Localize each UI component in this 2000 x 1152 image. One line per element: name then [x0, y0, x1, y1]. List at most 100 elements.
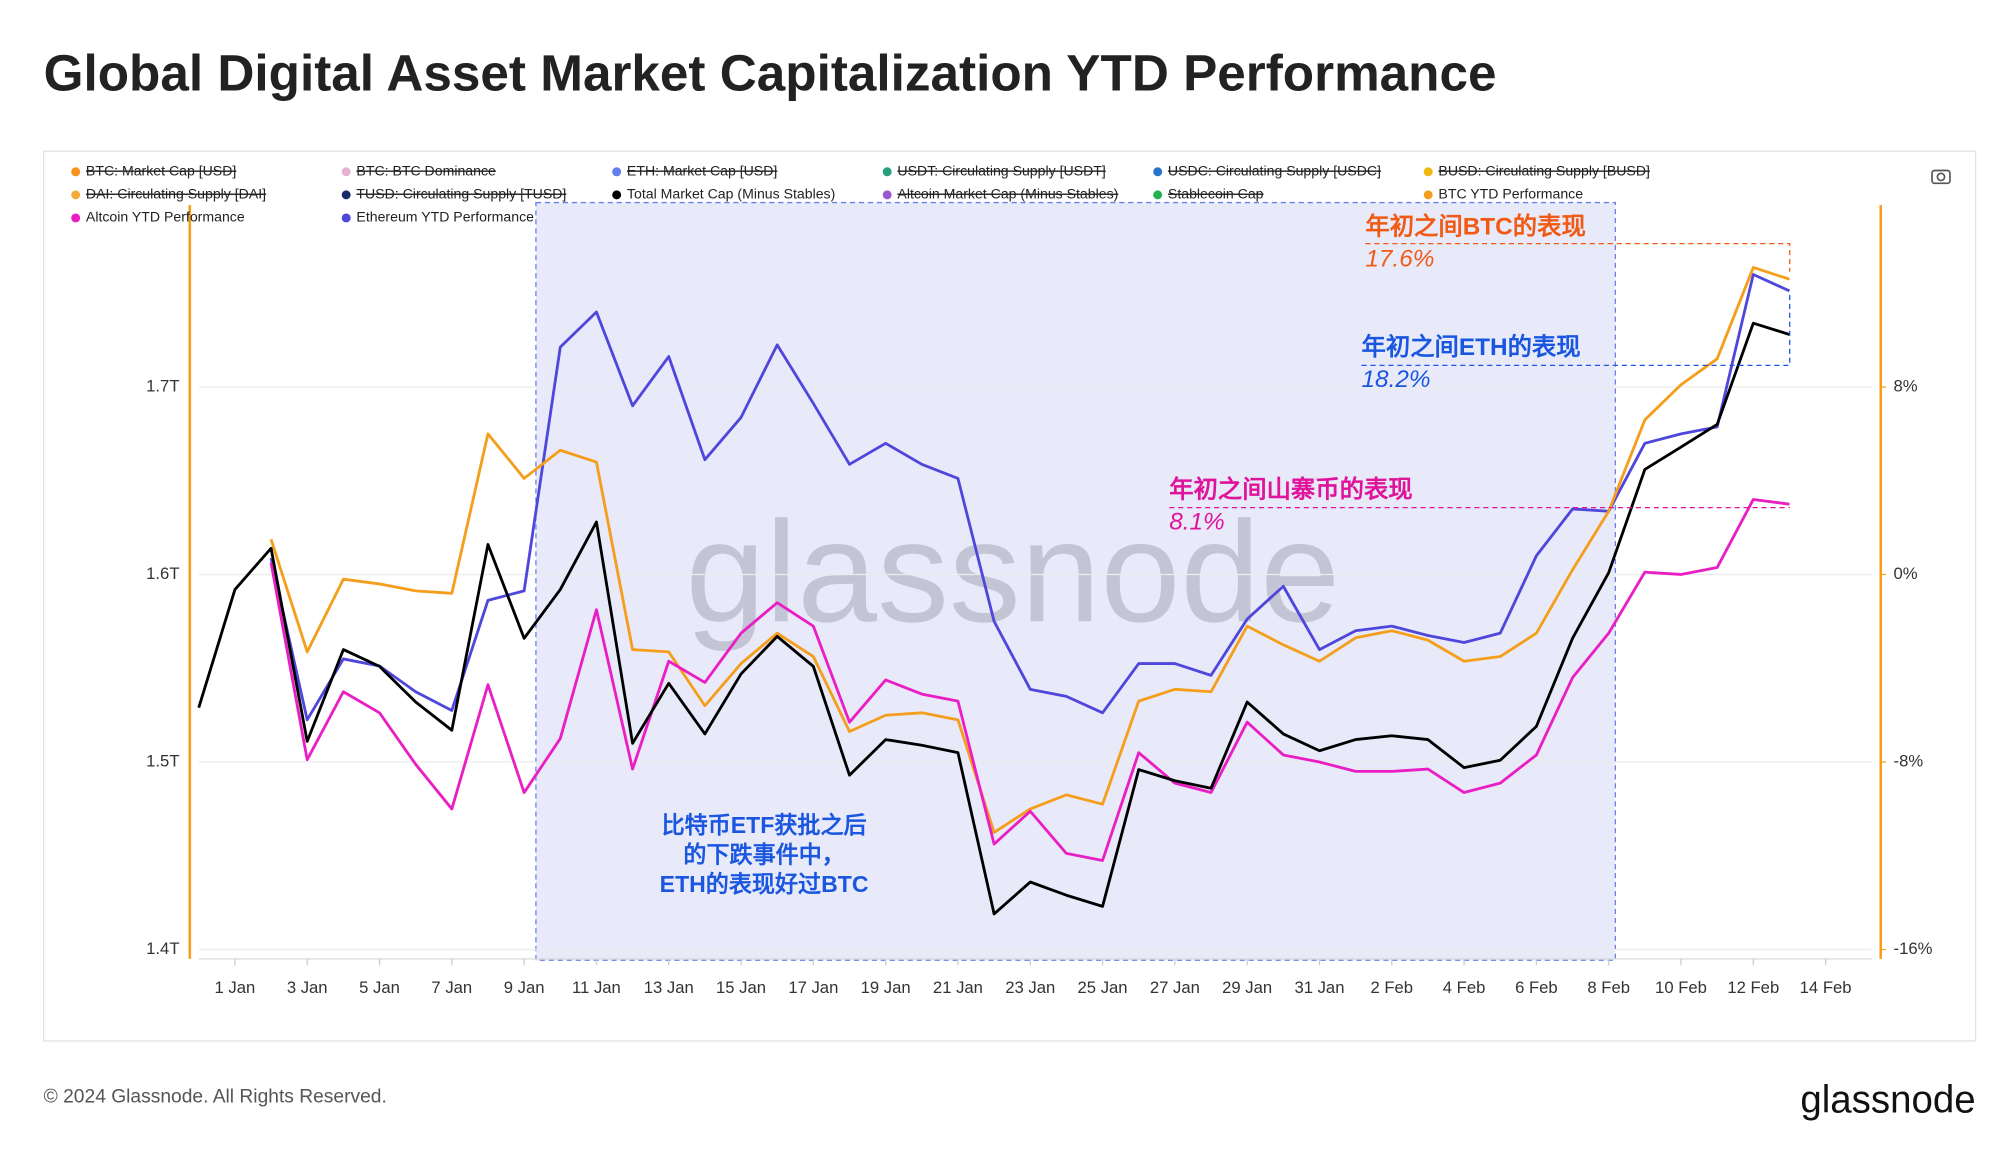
legend-label: BUSD: Circulating Supply [BUSD] — [1438, 163, 1649, 179]
highlight-text: 比特币ETF获批之后 — [662, 812, 867, 838]
legend-swatch — [341, 167, 351, 177]
x-tick-label: 19 Jan — [861, 978, 911, 997]
y2-tick-label: 8% — [1894, 376, 1918, 395]
x-tick-label: 23 Jan — [1005, 978, 1055, 997]
legend-label: USDC: Circulating Supply [USDC] — [1168, 163, 1381, 179]
annotations: 年初之间BTC的表现 17.6% 年初之间ETH的表现 18.2% 年初之间山寨币的表现… — [660, 213, 1791, 897]
watermark: glassnode — [686, 492, 1341, 652]
annotation-value: 18.2% — [1362, 366, 1431, 393]
x-tick-label: 15 Jan — [716, 978, 766, 997]
lines — [197, 266, 1791, 916]
legend-item[interactable]: BTC: BTC Dominance — [341, 163, 496, 179]
legend-label: BTC: BTC Dominance — [356, 163, 496, 179]
x-tick-label: 13 Jan — [644, 978, 694, 997]
legend-swatch — [612, 167, 622, 177]
legend-item[interactable]: USDC: Circulating Supply [USDC] — [1153, 163, 1381, 179]
legend-label: Ethereum YTD Performance — [356, 209, 534, 225]
legend-item[interactable]: BUSD: Circulating Supply [BUSD] — [1423, 163, 1650, 179]
legend-label: DAI: Circulating Supply [DAI] — [86, 186, 266, 202]
annotation-title: 年初之间BTC的表现 — [1365, 213, 1585, 241]
legend-label: ETH: Market Cap [USD] — [627, 163, 777, 179]
legend-label: BTC: Market Cap [USD] — [86, 163, 236, 179]
y2-tick-label: -16% — [1894, 939, 1933, 958]
annotation-value: 17.6% — [1365, 246, 1434, 273]
x-tick-label: 9 Jan — [504, 978, 545, 997]
x-tick-label: 27 Jan — [1150, 978, 1200, 997]
series-line — [269, 498, 1790, 862]
x-tick-label: 29 Jan — [1222, 978, 1272, 997]
x-tick-label: 11 Jan — [572, 978, 621, 997]
highlight-text: 的下跌事件中， — [683, 841, 844, 867]
annotation-title: 年初之间山寨币的表现 — [1169, 475, 1412, 503]
legend-swatch — [1423, 190, 1433, 200]
highlight-text: ETH的表现好过BTC — [660, 871, 869, 897]
y-tick-label: 1.5T — [146, 751, 179, 770]
legend-item[interactable]: BTC YTD Performance — [1423, 186, 1584, 202]
grid: 1.4T 1.5T 1.6T 1.7T -16% -8% 0% 8% 1 Jan 3 Jan 5 J… — [146, 376, 1932, 996]
y-tick-label: 1.7T — [146, 376, 179, 395]
legend-item[interactable]: Ethereum YTD Performance — [341, 209, 534, 225]
annotation-value: 8.1% — [1169, 508, 1225, 535]
legend-item[interactable]: BTC: Market Cap [USD] — [71, 163, 236, 179]
legend-label: Total Market Cap (Minus Stables) — [627, 186, 835, 202]
legend-swatch — [1153, 167, 1163, 177]
legend-label: Stablecoin Cap — [1168, 186, 1264, 202]
legend-item[interactable]: Altcoin Market Cap (Minus Stables) — [882, 186, 1119, 202]
x-tick-label: 21 Jan — [933, 978, 983, 997]
legend-swatch — [882, 190, 892, 200]
legend-item[interactable]: Stablecoin Cap — [1153, 186, 1264, 202]
legend-swatch — [612, 190, 622, 200]
x-tick-label: 10 Feb — [1655, 978, 1707, 997]
legend-swatch — [71, 190, 81, 200]
x-tick-label: 25 Jan — [1078, 978, 1128, 997]
legend-item[interactable]: Total Market Cap (Minus Stables) — [612, 186, 835, 202]
legend-item[interactable]: TUSD: Circulating Supply [TUSD] — [341, 186, 567, 202]
legend-swatch — [341, 213, 351, 223]
legend-label: TUSD: Circulating Supply [TUSD] — [356, 186, 566, 202]
legend-label: Altcoin YTD Performance — [86, 209, 245, 225]
x-tick-label: 3 Jan — [287, 978, 328, 997]
chart-frame — [42, 150, 1977, 1042]
legend-item[interactable]: DAI: Circulating Supply [DAI] — [71, 186, 266, 202]
x-tick-label: 1 Jan — [215, 978, 256, 997]
legend-swatch — [71, 167, 81, 177]
series-line — [269, 273, 1791, 722]
x-tick-label: 2 Feb — [1370, 978, 1413, 997]
annotation-line — [1365, 242, 1791, 272]
camera-icon[interactable] — [1931, 169, 1951, 185]
legend-swatch — [1423, 167, 1433, 177]
legend-swatch — [1153, 190, 1163, 200]
legend-swatch — [71, 213, 81, 223]
logo: glassnode — [1800, 1079, 1975, 1122]
footer: © 2024 Glassnode. All Rights Reserved. — [44, 1086, 387, 1107]
legend-swatch — [882, 167, 892, 177]
x-tick-label: 5 Jan — [359, 978, 400, 997]
series-line — [269, 266, 1790, 834]
x-tick-label: 14 Feb — [1800, 978, 1852, 997]
legend-label: USDT: Circulating Supply [USDT] — [897, 163, 1105, 179]
x-tick-label: 4 Feb — [1443, 978, 1486, 997]
x-tick-label: 6 Feb — [1515, 978, 1558, 997]
x-tick-label: 17 Jan — [788, 978, 838, 997]
legend-item[interactable]: USDT: Circulating Supply [USDT] — [882, 163, 1106, 179]
y2-tick-label: -8% — [1894, 751, 1924, 770]
y-tick-label: 1.4T — [146, 939, 179, 958]
x-tick-label: 8 Feb — [1587, 978, 1630, 997]
x-tick-label: 31 Jan — [1294, 978, 1344, 997]
annotation-title: 年初之间ETH的表现 — [1362, 333, 1581, 361]
y-tick-label: 1.6T — [146, 564, 179, 583]
chart-title: Global Digital Asset Market Capitalizati… — [44, 44, 1497, 101]
legend-item[interactable]: Altcoin YTD Performance — [71, 209, 245, 225]
legend: BTC: Market Cap [USD] BTC: BTC Dominance E… — [71, 163, 1650, 225]
series-line — [197, 321, 1790, 916]
legend-swatch — [341, 190, 351, 200]
legend-label: BTC YTD Performance — [1438, 186, 1583, 202]
x-tick-label: 7 Jan — [431, 978, 472, 997]
x-tick-label: 12 Feb — [1727, 978, 1779, 997]
highlight-region — [535, 201, 1616, 961]
y2-tick-label: 0% — [1894, 564, 1918, 583]
legend-item[interactable]: ETH: Market Cap [USD] — [612, 163, 777, 179]
legend-label: Altcoin Market Cap (Minus Stables) — [897, 186, 1118, 202]
